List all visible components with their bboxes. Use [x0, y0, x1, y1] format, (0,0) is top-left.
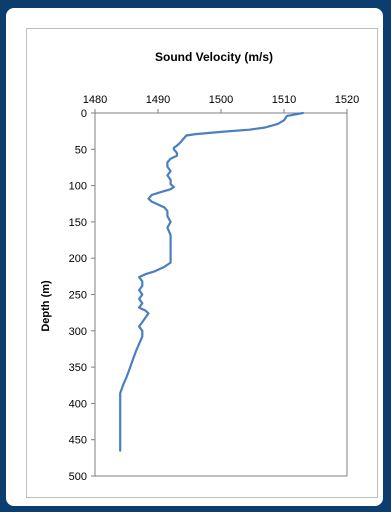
y-tick-label: 250	[69, 290, 87, 302]
y-tick-label: 50	[75, 144, 87, 156]
y-tick-label: 450	[69, 435, 87, 447]
x-tick-label: 1510	[272, 94, 296, 106]
y-tick-label: 400	[69, 398, 87, 410]
sound-velocity-chart: Sound Velocity (m/s) Depth (m) 1480 1490 1…	[40, 50, 359, 483]
y-tick-labels: 0 50 100 150 200 250 300 350 400 450 500	[69, 108, 87, 483]
y-tick-label: 500	[69, 471, 87, 483]
x-tick-label: 1500	[209, 94, 233, 106]
y-tick-label: 350	[69, 362, 87, 374]
x-tick-labels: 1480 1490 1500 1510 1520	[83, 94, 359, 106]
x-tick-label: 1520	[335, 94, 359, 106]
y-tick-label: 100	[69, 181, 87, 193]
x-tick-label: 1490	[146, 94, 170, 106]
velocity-profile-line	[119, 111, 304, 452]
y-tick-label: 0	[81, 108, 87, 120]
y-axis-label: Depth (m)	[40, 280, 52, 332]
x-tick-label: 1480	[83, 94, 107, 106]
y-tick-label: 300	[69, 326, 87, 338]
chart-area: Sound Velocity (m/s) Depth (m) 1480 1490 1…	[26, 28, 378, 498]
axes	[91, 109, 348, 477]
y-tick-label: 200	[69, 253, 87, 265]
y-tick-label: 150	[69, 217, 87, 229]
chart-title: Sound Velocity (m/s)	[155, 50, 273, 64]
series-lines	[119, 111, 304, 452]
chart-card: Sound Velocity (m/s) Depth (m) 1480 1490 1…	[6, 8, 383, 506]
